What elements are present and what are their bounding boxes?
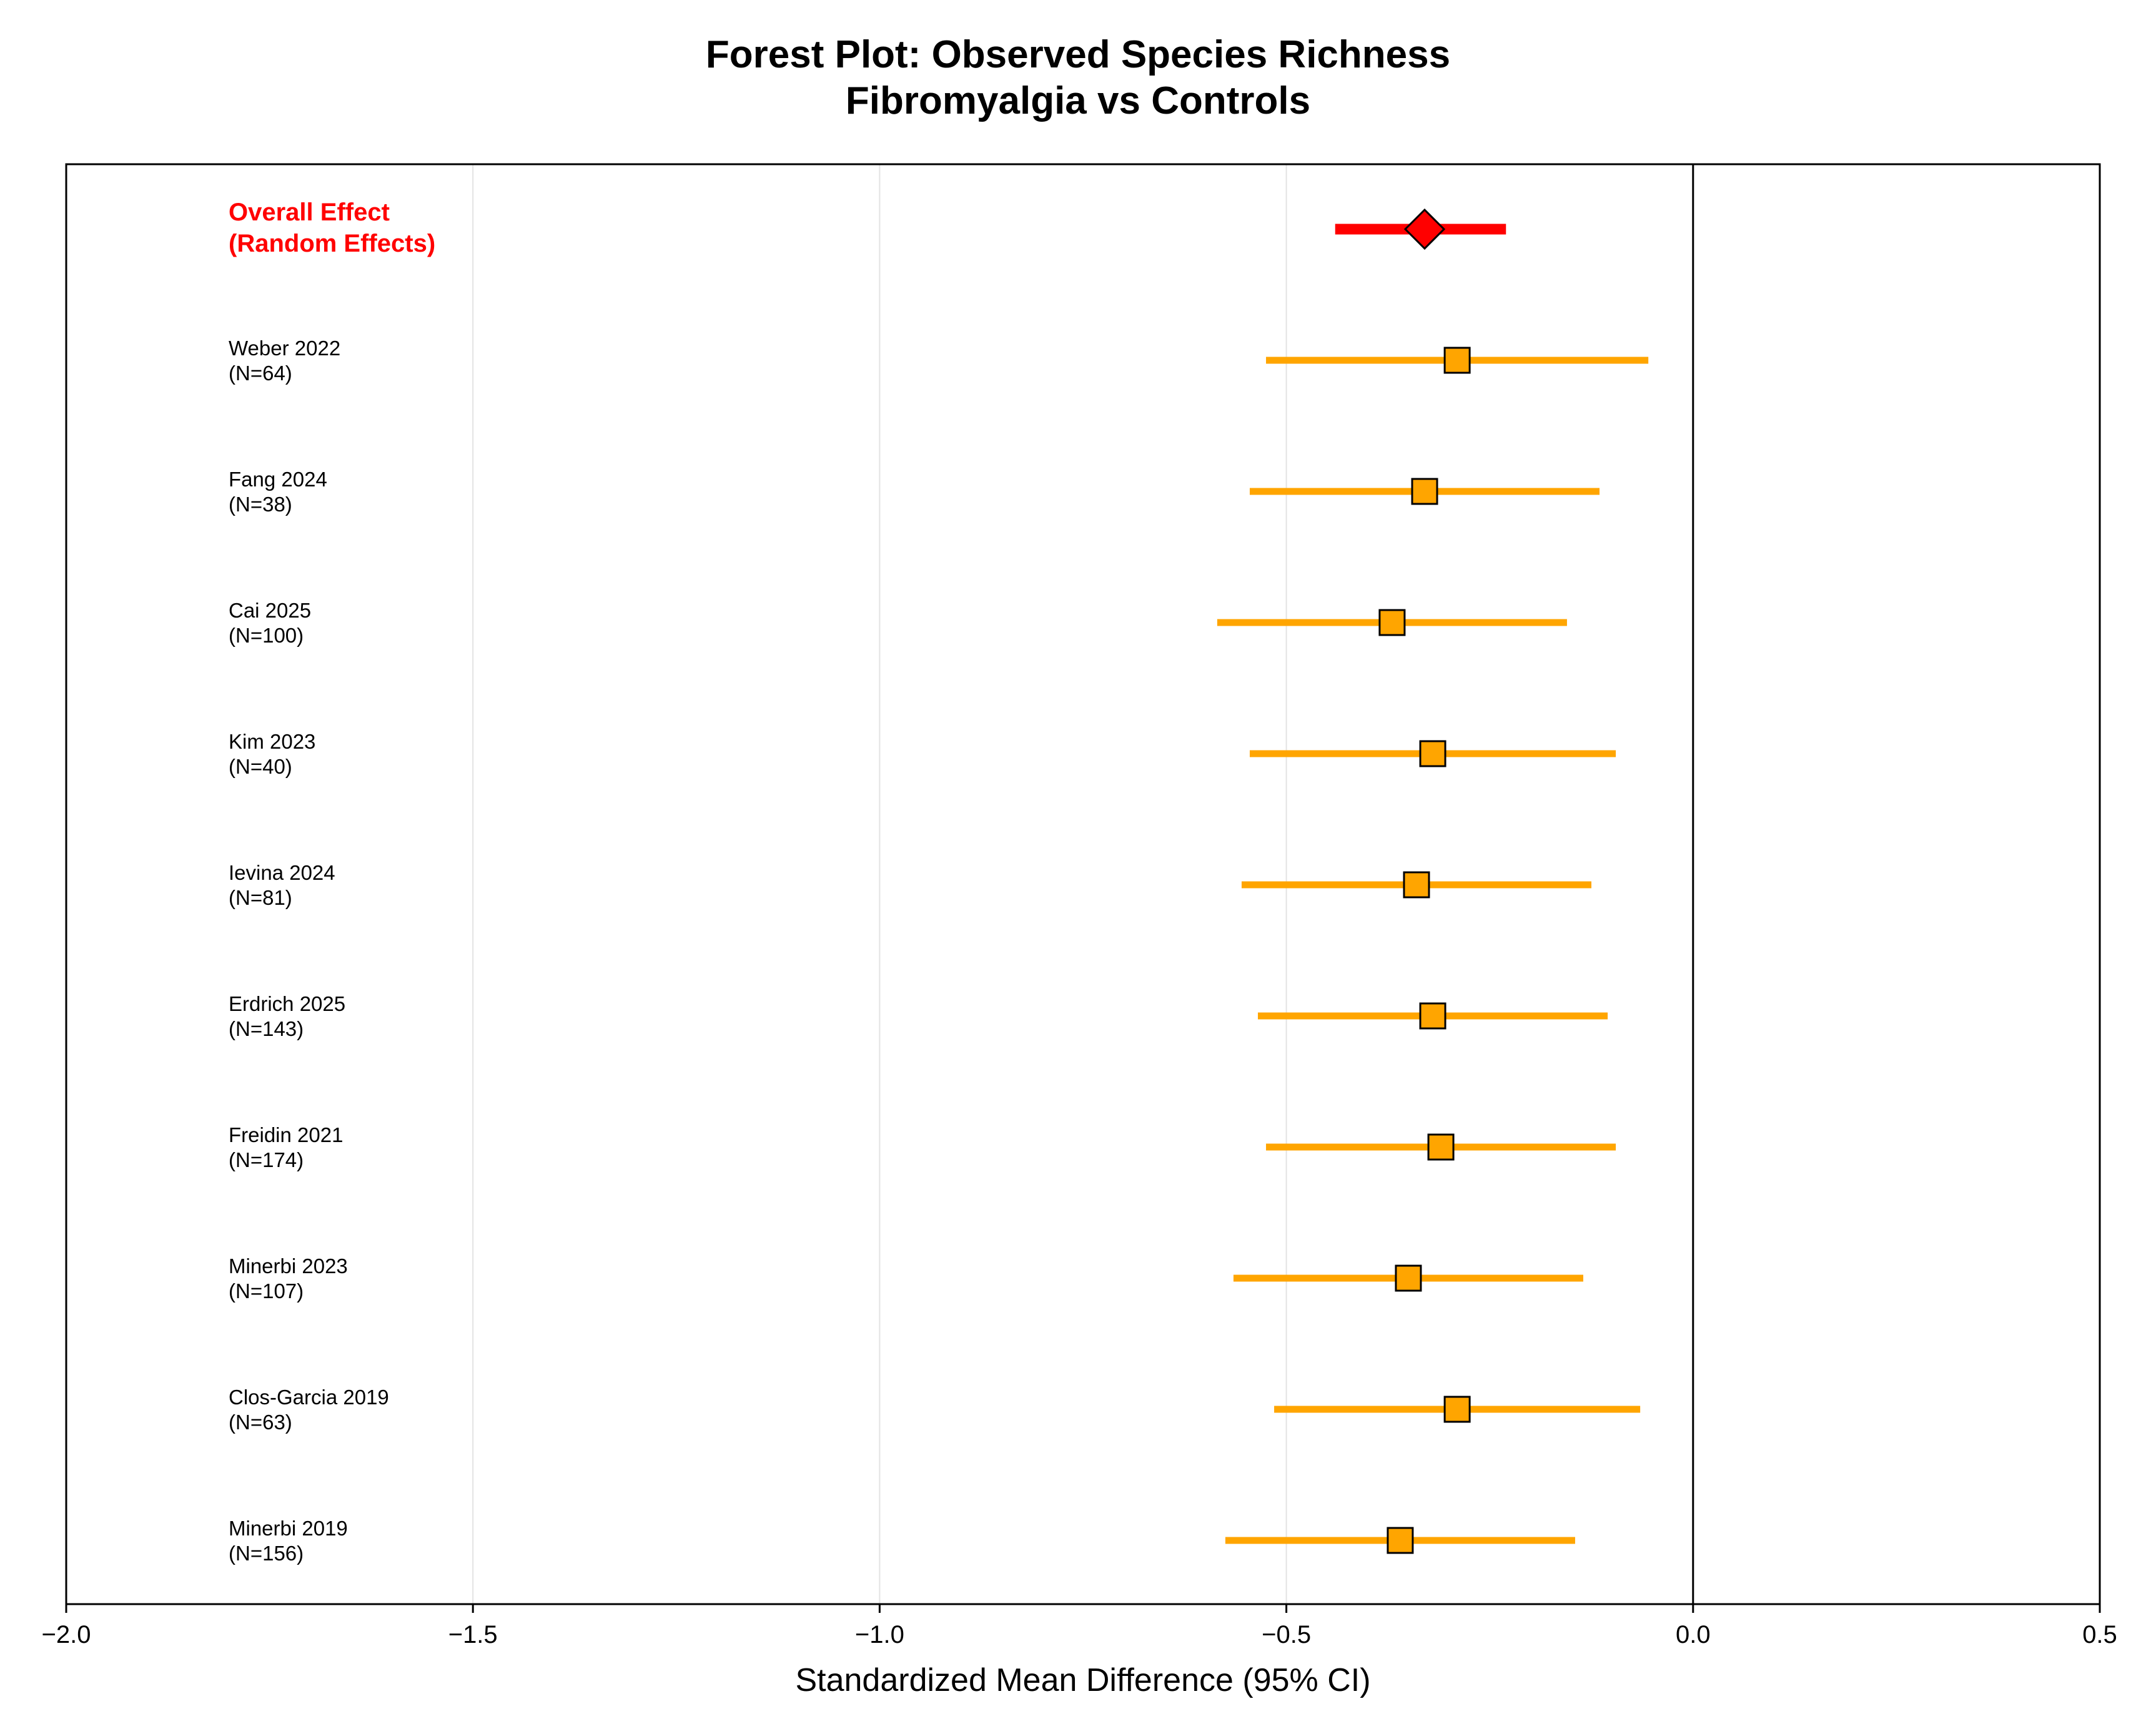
effect-markers	[1378, 208, 1471, 1554]
study-n-label: (N=40)	[229, 755, 292, 778]
study-name-label: Freidin 2021	[229, 1123, 343, 1146]
study-square-marker	[1427, 1133, 1455, 1161]
study-name-label: Ievina 2024	[229, 861, 335, 884]
x-tick-label: −1.0	[855, 1621, 904, 1648]
study-square-marker	[1443, 1396, 1471, 1423]
study-name-label: Cai 2025	[229, 599, 311, 622]
study-name-label: Clos-Garcia 2019	[229, 1386, 389, 1409]
study-square-marker	[1387, 1527, 1414, 1554]
overall-effect-label: (Random Effects)	[229, 230, 435, 257]
x-tick-label: 0.0	[1676, 1621, 1711, 1648]
x-tick-label: 0.5	[2082, 1621, 2117, 1648]
study-n-label: (N=63)	[229, 1411, 292, 1434]
x-axis-ticks: −2.0 −1.5 −1.0 −0.5 0.0 0.5	[42, 1604, 2117, 1648]
study-name-label: Erdrich 2025	[229, 992, 345, 1015]
study-square-marker	[1378, 609, 1406, 636]
study-n-label: (N=81)	[229, 886, 292, 909]
study-name-label: Minerbi 2023	[229, 1254, 348, 1278]
study-square-marker	[1443, 347, 1471, 374]
study-n-label: (N=100)	[229, 624, 304, 647]
study-n-label: (N=107)	[229, 1279, 304, 1303]
plot-frame	[65, 163, 2101, 1605]
x-tick-label: −0.5	[1262, 1621, 1311, 1648]
study-square-marker	[1419, 740, 1446, 767]
study-n-label: (N=156)	[229, 1542, 304, 1565]
study-name-label: Weber 2022	[229, 337, 340, 360]
chart-title-line-1: Forest Plot: Observed Species Richness	[706, 33, 1450, 76]
study-name-label: Minerbi 2019	[229, 1517, 348, 1540]
study-name-label: Fang 2024	[229, 468, 327, 491]
x-tick-label: −1.5	[448, 1621, 498, 1648]
overall-effect-label: Overall Effect	[229, 199, 390, 226]
study-n-label: (N=174)	[229, 1148, 304, 1171]
x-axis-label: Standardized Mean Difference (95% CI)	[795, 1662, 1370, 1698]
x-tick-label: −2.0	[42, 1621, 91, 1648]
study-name-label: Kim 2023	[229, 730, 315, 753]
chart-title-line-2: Fibromyalgia vs Controls	[846, 79, 1310, 122]
study-n-label: (N=38)	[229, 493, 292, 516]
study-n-label: (N=64)	[229, 362, 292, 385]
study-square-marker	[1403, 871, 1430, 899]
study-n-label: (N=143)	[229, 1017, 304, 1040]
study-square-marker	[1419, 1002, 1446, 1030]
study-square-marker	[1411, 478, 1438, 505]
overall-diamond-marker	[1403, 208, 1446, 250]
study-square-marker	[1395, 1264, 1422, 1292]
study-labels: Overall Effect (Random Effects) Weber 2022…	[229, 199, 435, 1565]
